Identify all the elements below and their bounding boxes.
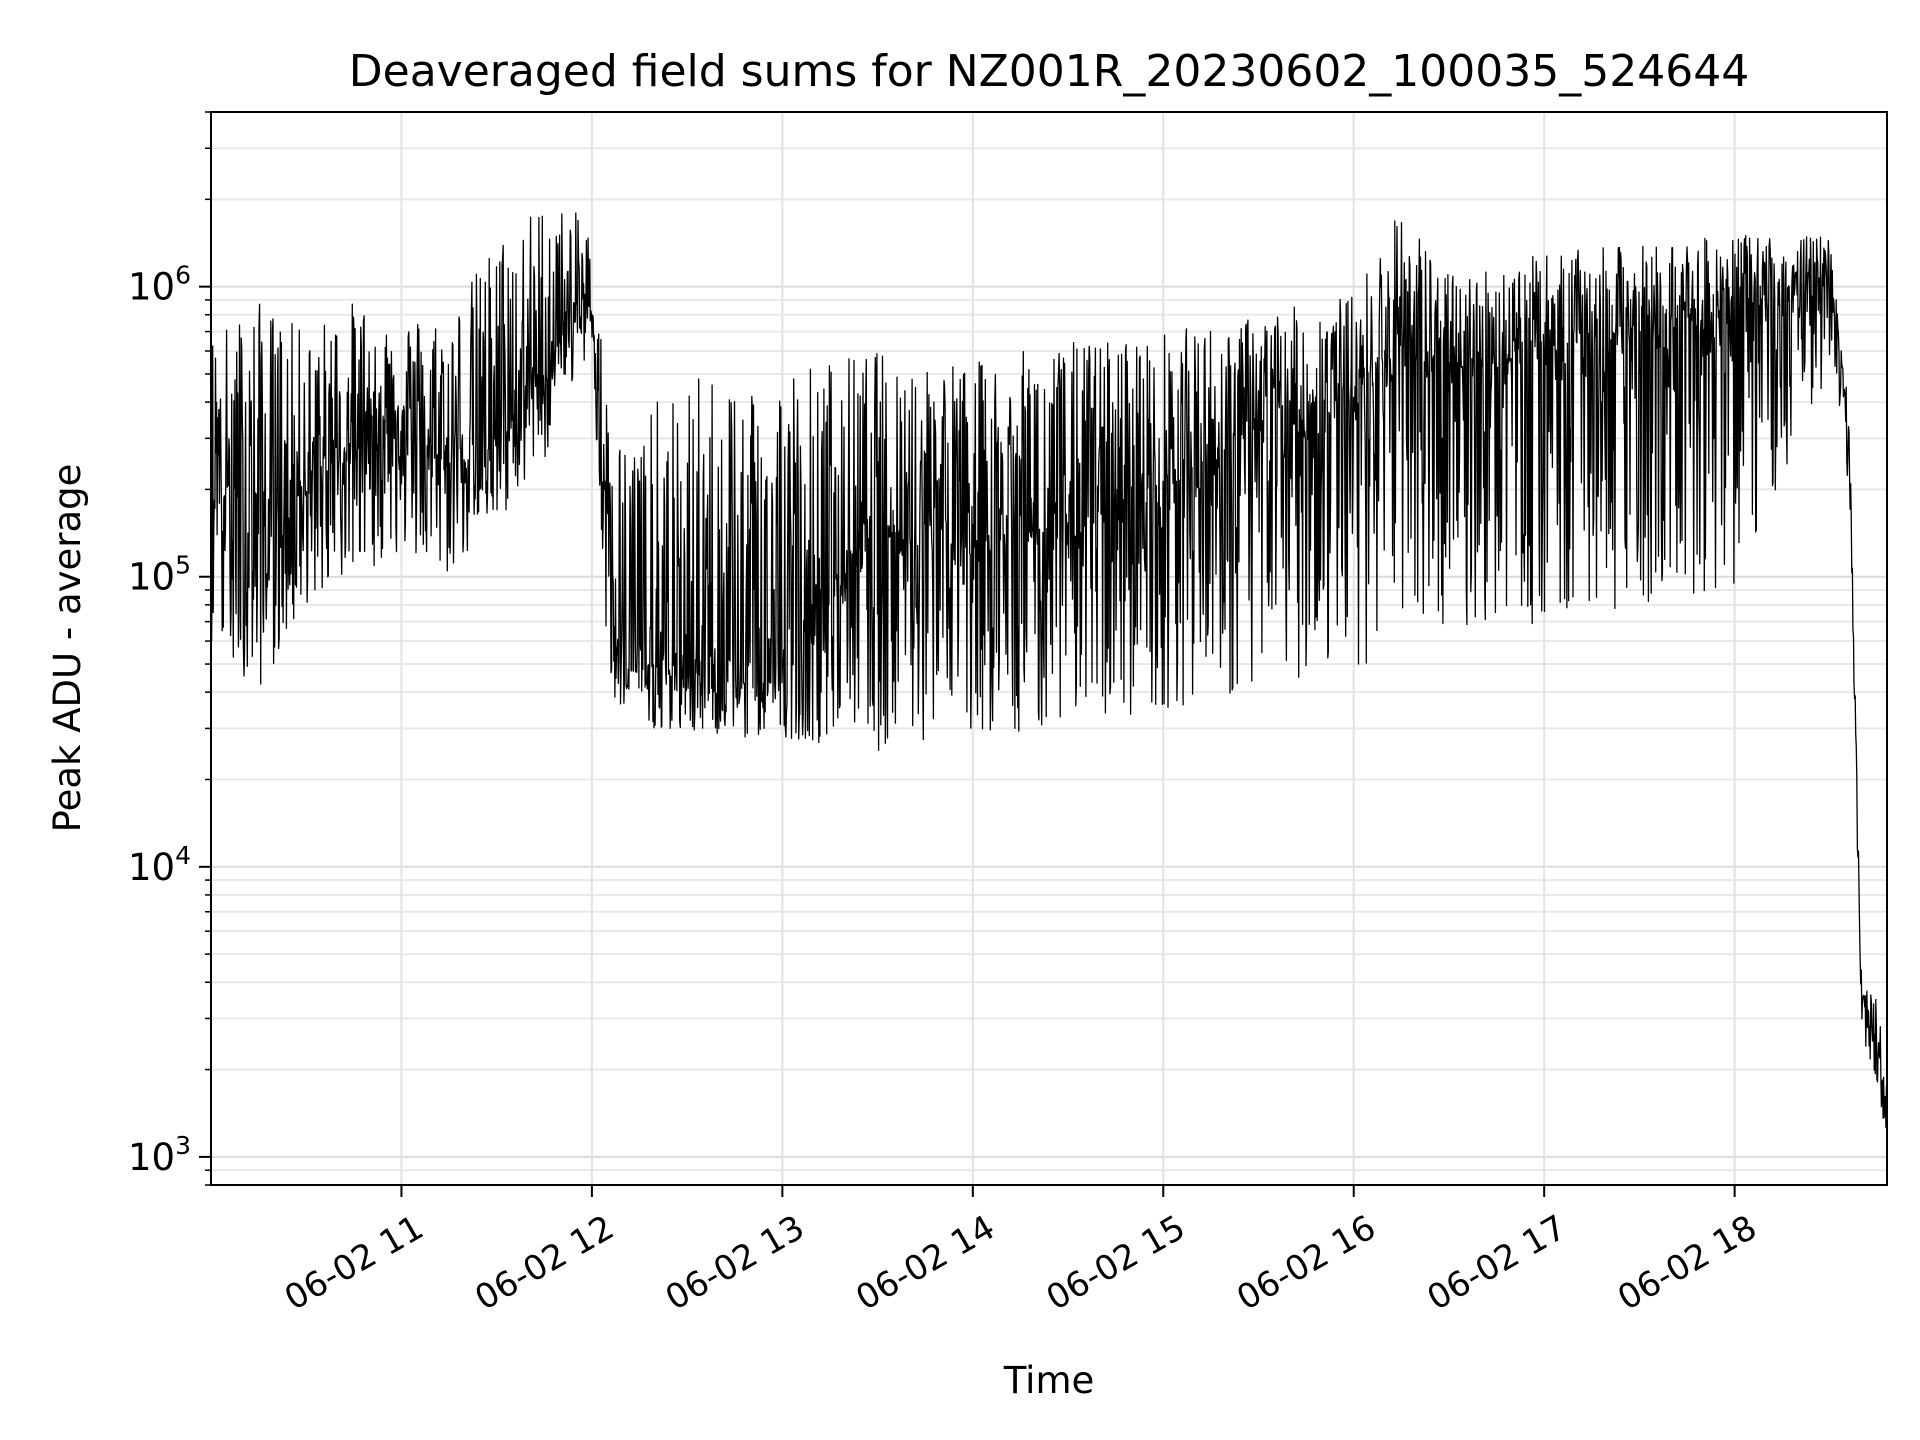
data-series <box>210 212 1888 1155</box>
y-tick-label: 104 <box>128 841 191 889</box>
y-tick-label: 105 <box>128 551 191 599</box>
y-tick-label: 103 <box>128 1131 191 1179</box>
x-axis-label: Time <box>1003 1359 1095 1402</box>
plot-frame <box>210 111 1888 1186</box>
series-line <box>210 212 1888 1155</box>
y-axis-label: Peak ADU - average <box>46 464 89 833</box>
y-axis: 103 104 105 106 <box>128 111 211 1186</box>
chart-title: Deaveraged field sums for NZ001R_2023060… <box>349 46 1749 97</box>
y-tick-label: 106 <box>128 261 191 309</box>
